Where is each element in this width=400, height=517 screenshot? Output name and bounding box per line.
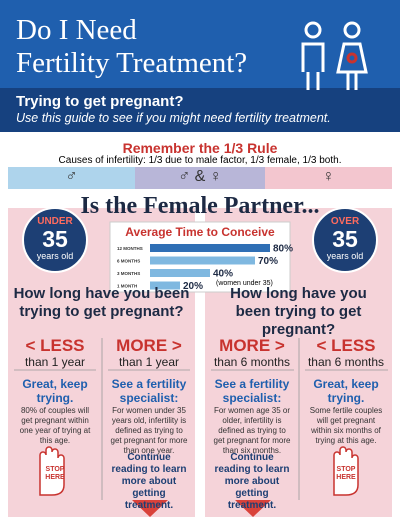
category-label: 12 MONTHS bbox=[117, 246, 143, 251]
age-top: OVER bbox=[330, 216, 360, 227]
rule-symbol: ♂ & ♀ bbox=[178, 168, 222, 185]
chart-bars: 12 MONTHS 80% 6 MONTHS 70% 3 MONTHS 40% 1 MONT… bbox=[117, 244, 293, 293]
age-circle: UNDER 35 years old bbox=[22, 207, 88, 273]
advice: Great, keep trying. bbox=[22, 377, 88, 405]
rule-text: Causes of infertility: 1/3 due to male f… bbox=[58, 155, 342, 166]
advice: Great, keep trying. bbox=[313, 377, 379, 405]
age-num: 35 bbox=[332, 226, 358, 252]
stop-label: STOP HERE bbox=[45, 466, 65, 481]
age-circle: OVER 35 years old bbox=[312, 207, 378, 273]
rule-title: Remember the 1/3 Rule bbox=[122, 140, 278, 156]
option-sub: than 1 year bbox=[24, 355, 86, 369]
category-label: 6 MONTHS bbox=[117, 259, 140, 264]
age-bottom: years old bbox=[326, 251, 364, 261]
chart-title: Average Time to Conceive bbox=[125, 225, 275, 239]
value-label: 20% bbox=[183, 281, 203, 292]
option-sub: than 6 months bbox=[307, 355, 385, 369]
category-label: 1 MONTH bbox=[117, 284, 137, 289]
detail: Some fertile couples will get pregnant w… bbox=[309, 406, 383, 445]
advice: See a fertility specialist: bbox=[111, 377, 187, 405]
cta: Continue reading to learn more about get… bbox=[111, 452, 187, 511]
cta: Continue reading to learn more about get… bbox=[214, 452, 290, 511]
bar bbox=[150, 281, 180, 290]
stop-label: STOP HERE bbox=[336, 466, 356, 481]
detail: For women age 35 or older, infertility i… bbox=[213, 406, 291, 455]
people-icon bbox=[301, 21, 368, 90]
rule-segment bbox=[135, 167, 265, 189]
rule-symbol: ♂ bbox=[65, 168, 78, 185]
title-line: Do I Need bbox=[16, 14, 137, 46]
arrow bbox=[132, 500, 168, 517]
category-label: 3 MONTHS bbox=[117, 271, 140, 276]
arrow bbox=[235, 500, 271, 517]
subtitle: Trying to get pregnant? bbox=[16, 93, 184, 110]
value-label: 70% bbox=[258, 256, 278, 267]
tagline: Use this guide to see if you might need … bbox=[16, 111, 331, 125]
right-question: How long have you been trying to get pre… bbox=[230, 285, 367, 338]
age-num: 35 bbox=[42, 226, 68, 252]
chart-note: (women under 35) bbox=[216, 280, 273, 287]
option-sub: than 6 months bbox=[213, 355, 291, 369]
option-sub: than 1 year bbox=[118, 355, 180, 369]
title-line: Fertility Treatment? bbox=[16, 47, 248, 79]
header-bg bbox=[0, 0, 400, 88]
age-bottom: years old bbox=[36, 251, 74, 261]
detail: 80% of couples will get pregnant within … bbox=[19, 406, 91, 445]
option-head: < LESS bbox=[25, 336, 85, 355]
subtitle-bg bbox=[0, 88, 400, 132]
option-head: < LESS bbox=[316, 336, 376, 355]
bar bbox=[150, 256, 255, 265]
left-question: How long have you been trying to get pre… bbox=[13, 285, 190, 320]
option-head: MORE > bbox=[219, 336, 285, 355]
title: Do I Need Fertility Treatment? bbox=[16, 14, 247, 80]
detail: For women under 35 years old, infertilit… bbox=[110, 406, 188, 455]
rule-symbol: ♀ bbox=[322, 168, 335, 185]
rule-segment bbox=[265, 167, 392, 189]
dividers bbox=[14, 338, 388, 500]
advice: See a fertility specialist: bbox=[214, 377, 290, 405]
option-head: MORE > bbox=[116, 336, 182, 355]
stop-hands bbox=[39, 446, 359, 496]
bar bbox=[150, 244, 270, 252]
age-top: UNDER bbox=[37, 216, 73, 227]
bar bbox=[150, 269, 210, 277]
question: Is the Female Partner... bbox=[80, 193, 320, 219]
value-label: 80% bbox=[273, 244, 293, 255]
rule-segment bbox=[8, 167, 135, 189]
value-label: 40% bbox=[213, 269, 233, 280]
